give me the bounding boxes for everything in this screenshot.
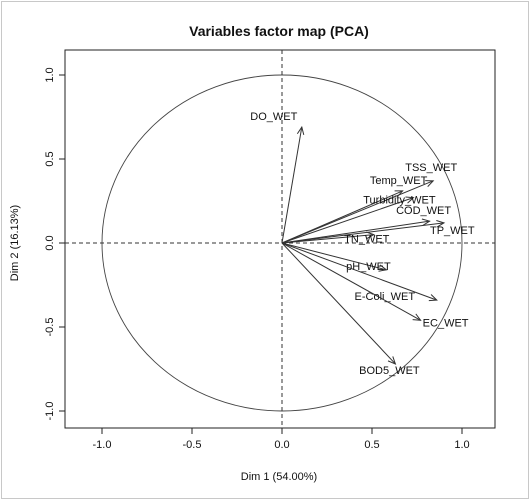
arrow-tn-wet bbox=[281, 234, 374, 244]
arrowhead-ph-wet bbox=[378, 264, 388, 272]
arrow-cod-wet bbox=[281, 220, 430, 244]
arrow-do-wet bbox=[281, 126, 303, 244]
x-tick-label: 1.0 bbox=[454, 439, 469, 451]
plot-border bbox=[64, 49, 496, 429]
arrowhead-bod5-wet bbox=[387, 356, 397, 365]
x-tick-label: -0.5 bbox=[183, 439, 202, 451]
arrowhead-tn-wet bbox=[366, 231, 376, 239]
arrow-tp-wet bbox=[281, 222, 445, 244]
x-tick-label: 0.0 bbox=[274, 439, 289, 451]
arrow-e-coli-wet bbox=[281, 242, 437, 301]
y-tick-label: 1.0 bbox=[44, 67, 56, 82]
label-cod-wet: COD_WET bbox=[396, 205, 451, 217]
arrow-turbidity-wet bbox=[281, 197, 414, 244]
y-tick-label: -1.0 bbox=[44, 402, 56, 421]
chart-title: Variables factor map (PCA) bbox=[189, 23, 369, 39]
arrowhead-e-coli-wet bbox=[428, 294, 438, 302]
label-ph-wet: pH_WET bbox=[346, 261, 391, 273]
label-bod5-wet: BOD5_WET bbox=[359, 365, 420, 377]
label-turbidity-wet: Turbidity_WET bbox=[363, 195, 436, 207]
label-temp-wet: Temp_WET bbox=[370, 175, 428, 187]
arrowhead-temp-wet bbox=[394, 190, 404, 198]
arrowhead-ec-wet bbox=[412, 313, 422, 321]
arrow-ph-wet bbox=[281, 242, 387, 271]
label-ec-wet: EC_WET bbox=[423, 317, 469, 329]
arrow-ec-wet bbox=[281, 242, 421, 321]
arrowhead-do-wet bbox=[296, 125, 305, 135]
label-do-wet: DO_WET bbox=[250, 111, 297, 123]
arrowhead-tp-wet bbox=[436, 220, 446, 228]
x-tick-label: 0.5 bbox=[364, 439, 379, 451]
y-tick-label: 0.0 bbox=[44, 235, 56, 250]
y-axis-label: Dim 2 (16.13%) bbox=[9, 205, 21, 281]
arrowhead-turbidity-wet bbox=[405, 196, 415, 204]
y-tick-label: 0.5 bbox=[44, 151, 56, 166]
x-axis-label: Dim 1 (54.00%) bbox=[241, 471, 317, 483]
arrowhead-cod-wet bbox=[421, 218, 431, 226]
plot-area: -1.0 -0.5 0.0 0.5 1.0 -1.0 -0.5 0.0 0.5 1.0 DO_WET… bbox=[44, 49, 496, 451]
arrow-temp-wet bbox=[281, 190, 403, 244]
label-e-coli-wet: E-Coli_WET bbox=[355, 291, 416, 303]
y-tick-label: -0.5 bbox=[44, 318, 56, 337]
label-tn-wet: TN_WET bbox=[344, 234, 390, 246]
label-tp-wet: TP_WET bbox=[430, 225, 475, 237]
label-tss-wet: TSS_WET bbox=[405, 162, 457, 174]
arrowhead-tss-wet bbox=[425, 180, 435, 187]
x-tick-label: -1.0 bbox=[93, 439, 112, 451]
arrow-bod5-wet bbox=[281, 242, 396, 365]
